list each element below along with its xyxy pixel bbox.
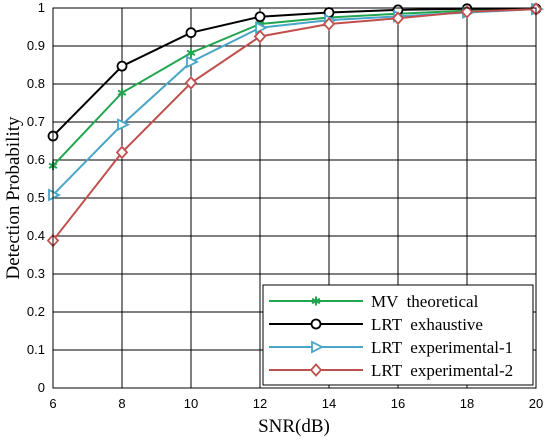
series-line-1	[52, 7, 537, 167]
y-axis-label: Detection Probability	[3, 116, 24, 280]
legend-item: LRT experimental-1	[269, 338, 513, 357]
series-line-2	[52, 7, 536, 137]
y-tick-labels: 0 0.1 0.2 0.3 0.4 0.5 0.6 0.7 0.8 0.9 1	[27, 0, 45, 395]
x-tick-label: 16	[391, 396, 405, 411]
x-tick-label: 12	[253, 396, 267, 411]
legend-item: MV theoretical	[269, 292, 479, 311]
legend: MV theoretical LRT exhaustive LRT experime…	[262, 284, 534, 386]
asterisk-stroke	[311, 297, 321, 305]
x-tick-label: 20	[529, 396, 543, 411]
diamond-marker	[391, 11, 405, 26]
asterisk-stroke	[117, 89, 127, 96]
y-tick-label: 0	[38, 380, 45, 395]
triangle-marker	[48, 188, 62, 202]
x-tick-label: 6	[49, 396, 56, 411]
legend-label: LRT exhaustive	[371, 315, 483, 334]
legend-label: MV theoretical	[371, 292, 479, 311]
asterisk-marker	[186, 48, 196, 58]
y-tick-label: 0.4	[27, 228, 45, 243]
y-tick-label: 0.3	[27, 266, 45, 281]
legend-item: LRT experimental-2	[269, 361, 513, 380]
circle-marker	[310, 318, 322, 330]
legend-item: LRT exhaustive	[269, 315, 483, 334]
x-tick-label: 18	[460, 396, 474, 411]
circle-marker	[254, 11, 266, 23]
y-tick-label: 0.1	[27, 342, 45, 357]
asterisk-marker	[117, 88, 127, 98]
x-tick-label: 10	[184, 396, 198, 411]
asterisk-marker	[311, 296, 321, 306]
circle-marker	[185, 27, 197, 39]
x-tick-labels: 6 8 10 12 14 16 18 20	[49, 396, 543, 411]
legend-label: LRT experimental-2	[371, 361, 513, 380]
y-tick-label: 0.8	[27, 76, 45, 91]
x-axis-label: SNR(dB)	[258, 416, 330, 437]
diamond-marker	[184, 76, 198, 90]
plot-frame	[52, 7, 537, 389]
triangle-marker	[311, 340, 325, 354]
y-tick-label: 0.5	[27, 190, 45, 205]
diamond-marker	[460, 4, 474, 19]
triangle-marker	[186, 55, 200, 69]
series-line-4	[52, 8, 537, 242]
y-tick-label: 0.7	[27, 114, 45, 129]
series-markers-4	[46, 2, 543, 248]
circle-marker	[116, 60, 128, 72]
y-tick-label: 1	[38, 0, 45, 15]
diamond-marker	[309, 363, 323, 377]
y-tick-label: 0.9	[27, 38, 45, 53]
y-tick-label: 0.6	[27, 152, 45, 167]
triangle-marker	[117, 118, 131, 132]
triangle-marker	[255, 21, 269, 35]
series-lines	[52, 7, 537, 242]
diamond-marker	[322, 17, 336, 31]
x-tick-label: 8	[118, 396, 125, 411]
diamond-marker	[253, 29, 267, 44]
x-tick-label: 14	[322, 396, 336, 411]
legend-label: LRT experimental-1	[371, 338, 513, 357]
grid-lines	[53, 8, 536, 388]
diamond-marker	[115, 145, 129, 160]
asterisk-stroke	[186, 49, 196, 56]
y-tick-label: 0.2	[27, 304, 45, 319]
